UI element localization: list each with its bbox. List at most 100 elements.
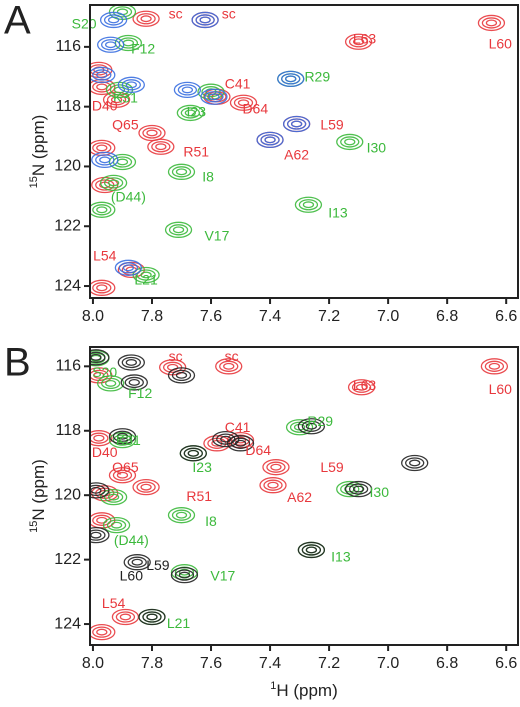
peak-contour	[136, 481, 156, 493]
peak-contour	[488, 362, 501, 370]
peak-contour	[277, 70, 305, 87]
peak-contour	[226, 431, 255, 449]
peak-contour	[90, 279, 116, 296]
peak-contour	[230, 434, 251, 446]
peak-contour	[146, 613, 158, 621]
peak-label: sc	[225, 348, 239, 364]
peak-contour	[175, 511, 188, 519]
peak-contour	[484, 360, 505, 372]
peak-contour	[123, 554, 151, 571]
peak-label: Q65	[112, 459, 139, 475]
peak-contour	[101, 377, 121, 390]
y-axis-label: 15N (ppm)	[28, 115, 49, 189]
x-tick-label: 8.0	[82, 308, 104, 325]
x-tick-label: 7.0	[377, 308, 399, 325]
peak-contour	[355, 383, 368, 391]
y-tick-label: 120	[54, 158, 81, 175]
peak-label: L60	[489, 35, 513, 51]
peak-contour	[401, 454, 429, 472]
peak-contour	[164, 221, 193, 238]
peak-label: I8	[202, 169, 214, 185]
peak-label: Q65	[112, 116, 139, 132]
peak-contour	[294, 196, 323, 213]
peak-contour	[270, 463, 282, 471]
peak-contour	[97, 375, 125, 392]
peak-contour	[107, 493, 120, 501]
peak-contour	[136, 13, 156, 25]
peak-contour	[173, 81, 202, 99]
peak-contour	[175, 371, 188, 379]
peak-contour	[298, 199, 319, 211]
peak-label: R51	[183, 144, 209, 160]
peak-contour	[97, 36, 125, 53]
peak-contour	[93, 371, 105, 379]
peak-label: (D44)	[114, 532, 149, 548]
peak-label: L59	[146, 557, 170, 573]
peak-label: R29	[304, 69, 330, 85]
peak-contour	[174, 569, 195, 581]
peak-contour	[204, 91, 224, 103]
peak-contour	[107, 179, 120, 187]
peak-contour	[116, 158, 129, 166]
peak-contour	[301, 544, 322, 556]
peak-contour	[187, 449, 199, 457]
peak-contour	[477, 14, 506, 32]
peak-label: (D44)	[111, 189, 146, 205]
peak-contour	[131, 558, 143, 566]
peak-contour	[136, 269, 156, 281]
peak-label: L59	[320, 116, 344, 132]
peak-contour	[96, 206, 108, 214]
peak-label: R29	[307, 413, 333, 429]
peak-label: I13	[331, 549, 351, 565]
peak-contour	[90, 351, 106, 363]
peak-contour	[138, 124, 166, 142]
peak-contour	[127, 556, 147, 568]
peak-contour	[348, 36, 369, 48]
peak-contour	[142, 611, 162, 623]
y-tick-label: 124	[54, 615, 81, 632]
peak-contour	[167, 367, 196, 384]
peak-contour	[347, 379, 376, 396]
x-tick-label: 7.6	[200, 308, 222, 325]
peak-contour	[96, 628, 108, 636]
peak-label: S20	[72, 15, 97, 31]
peak-contour	[121, 79, 141, 91]
peak-contour	[485, 19, 498, 27]
plot-frame	[89, 346, 519, 646]
peak-contour	[116, 471, 129, 479]
peak-contour	[132, 478, 160, 496]
peak-contour	[121, 356, 141, 369]
peak-contour	[90, 66, 116, 84]
x-axis-label-sup: 1	[270, 680, 276, 692]
x-tick-label: 6.6	[495, 308, 517, 325]
peak-contour	[297, 541, 326, 559]
peak-contour	[262, 459, 290, 476]
peak-contour	[226, 435, 255, 452]
y-tick-label: 116	[55, 38, 81, 55]
peak-label: S20	[92, 364, 117, 380]
peak-contour	[91, 151, 119, 169]
peak-contour	[297, 418, 326, 435]
peak-contour	[336, 480, 364, 498]
peak-contour	[184, 109, 197, 117]
peak-contour	[286, 118, 307, 130]
peak-label: L60	[120, 568, 144, 584]
peak-contour	[108, 428, 137, 445]
peak-label: F12	[128, 385, 152, 401]
peak-label: sc	[169, 348, 183, 364]
peak-label: V17	[204, 227, 229, 243]
peak-contour	[90, 526, 110, 544]
peak-contour	[105, 41, 117, 49]
peak-contour	[176, 104, 205, 122]
peak-contour	[266, 461, 286, 473]
peak-label: L21	[167, 615, 191, 631]
peak-contour	[305, 422, 318, 430]
peak-contour	[96, 83, 108, 91]
peak-contour	[96, 71, 108, 79]
x-tick-label: 6.8	[436, 655, 458, 672]
peak-contour	[167, 163, 196, 180]
peak-contour	[116, 432, 129, 440]
peak-contour	[90, 531, 102, 539]
peak-contour	[267, 481, 279, 489]
